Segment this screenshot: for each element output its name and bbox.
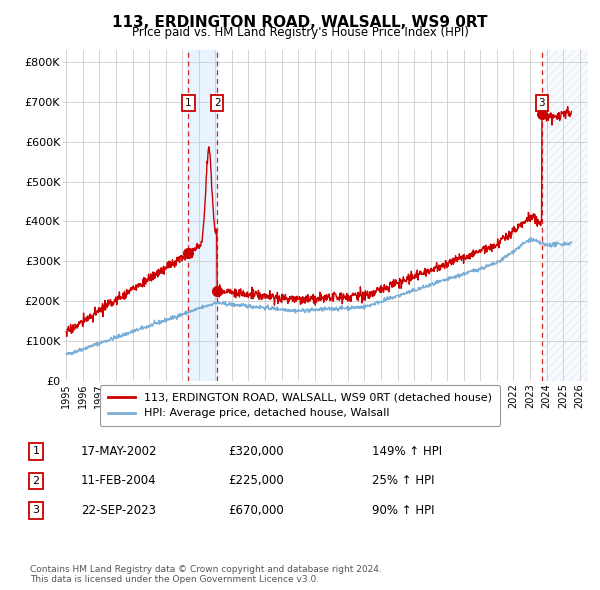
Text: 22-SEP-2023: 22-SEP-2023 <box>81 504 156 517</box>
Bar <box>542 50 588 381</box>
Legend: 113, ERDINGTON ROAD, WALSALL, WS9 0RT (detached house), HPI: Average price, deta: 113, ERDINGTON ROAD, WALSALL, WS9 0RT (d… <box>100 385 500 426</box>
Text: Contains HM Land Registry data © Crown copyright and database right 2024.
This d: Contains HM Land Registry data © Crown c… <box>30 565 382 584</box>
Text: 90% ↑ HPI: 90% ↑ HPI <box>372 504 434 517</box>
Text: 3: 3 <box>32 506 40 515</box>
Text: £225,000: £225,000 <box>228 474 284 487</box>
Text: 1: 1 <box>185 98 191 108</box>
Text: 17-MAY-2002: 17-MAY-2002 <box>81 445 157 458</box>
Text: 3: 3 <box>539 98 545 108</box>
Text: 113, ERDINGTON ROAD, WALSALL, WS9 0RT: 113, ERDINGTON ROAD, WALSALL, WS9 0RT <box>112 15 488 30</box>
Text: Price paid vs. HM Land Registry's House Price Index (HPI): Price paid vs. HM Land Registry's House … <box>131 26 469 39</box>
Bar <box>542 50 588 381</box>
Text: 2: 2 <box>32 476 40 486</box>
Text: £320,000: £320,000 <box>228 445 284 458</box>
Text: 149% ↑ HPI: 149% ↑ HPI <box>372 445 442 458</box>
Text: 1: 1 <box>32 447 40 456</box>
Text: 25% ↑ HPI: 25% ↑ HPI <box>372 474 434 487</box>
Bar <box>188 50 217 381</box>
Text: 2: 2 <box>214 98 221 108</box>
Text: £670,000: £670,000 <box>228 504 284 517</box>
Text: 11-FEB-2004: 11-FEB-2004 <box>81 474 157 487</box>
